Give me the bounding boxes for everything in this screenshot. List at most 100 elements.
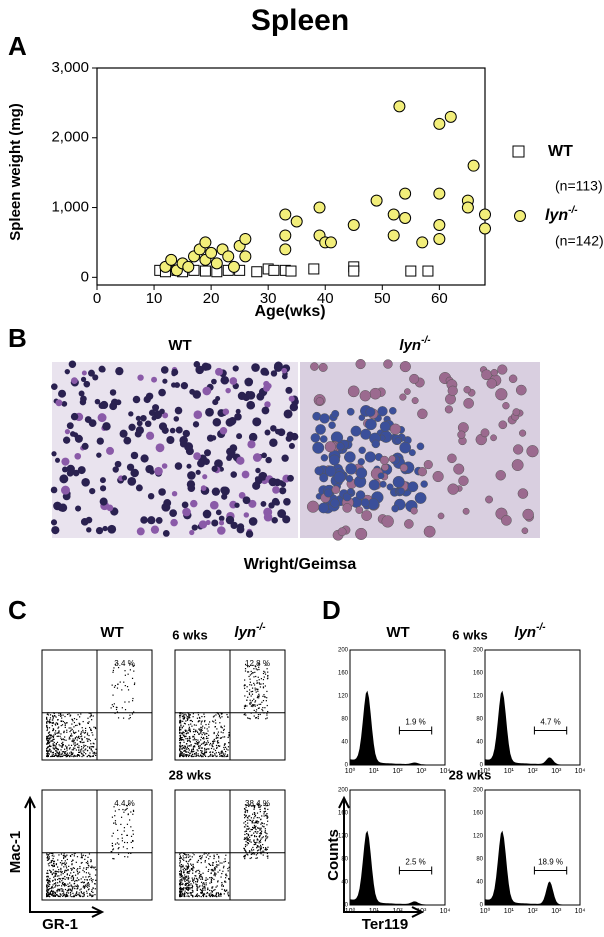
dot	[186, 854, 188, 856]
dot	[88, 865, 90, 867]
dot	[180, 750, 182, 753]
cell	[408, 449, 416, 457]
dot	[246, 690, 248, 693]
dot	[250, 853, 252, 856]
dot	[179, 736, 182, 738]
dot	[184, 755, 186, 757]
dot	[211, 754, 213, 756]
dot	[46, 884, 48, 886]
dot	[59, 880, 61, 882]
cell	[195, 365, 205, 375]
dot	[64, 752, 66, 754]
dot	[208, 893, 210, 895]
dot	[82, 869, 84, 871]
dot	[46, 739, 48, 741]
dot	[182, 877, 184, 879]
dot	[73, 855, 75, 857]
x-tick-label: 10³	[551, 768, 562, 775]
dot	[185, 883, 187, 886]
dot	[212, 862, 214, 864]
dot	[52, 894, 55, 896]
dot	[126, 842, 128, 844]
dot	[71, 868, 73, 870]
dot	[183, 750, 185, 752]
dot	[61, 717, 63, 719]
dot	[73, 883, 75, 885]
dot	[66, 858, 68, 861]
dot	[83, 744, 85, 746]
point	[433, 117, 446, 130]
dot	[49, 740, 51, 742]
dot	[61, 882, 64, 884]
dot	[202, 889, 204, 891]
cell	[151, 376, 158, 383]
dot	[254, 813, 256, 816]
dot	[185, 883, 187, 885]
dot	[48, 720, 51, 722]
dot	[211, 890, 214, 893]
x-tick-label: 10⁴	[440, 908, 451, 915]
dot	[49, 881, 51, 883]
dot	[71, 890, 73, 892]
cell	[64, 368, 70, 375]
dot	[116, 711, 119, 713]
dot	[189, 737, 191, 740]
dot	[62, 720, 65, 723]
point	[165, 253, 178, 266]
dot	[200, 736, 202, 738]
dot	[114, 685, 117, 687]
dot	[213, 715, 215, 717]
dot	[81, 855, 83, 857]
dot	[121, 689, 123, 691]
dot	[212, 755, 214, 757]
dot	[191, 868, 193, 871]
cell	[365, 407, 376, 417]
dot	[55, 747, 57, 749]
dot	[84, 736, 86, 738]
cell	[288, 395, 295, 402]
dot	[227, 749, 229, 751]
dot	[132, 810, 135, 812]
cell	[423, 525, 436, 538]
dot	[63, 883, 66, 885]
dot	[70, 872, 72, 874]
dot	[89, 712, 92, 714]
dot	[181, 739, 184, 741]
dot	[84, 886, 86, 889]
dot	[84, 730, 87, 732]
y-tick-label: 200	[473, 648, 484, 654]
dot	[185, 738, 187, 740]
dot	[61, 720, 63, 723]
dot	[71, 755, 73, 757]
dot	[219, 753, 221, 755]
dot	[199, 857, 201, 860]
cell	[281, 454, 289, 462]
dot	[208, 868, 210, 871]
x-tick-label: 0	[93, 290, 101, 307]
cell	[246, 400, 256, 410]
dot	[73, 755, 75, 757]
dot	[245, 806, 247, 808]
dot	[80, 741, 82, 744]
cell	[337, 527, 347, 537]
dot	[253, 826, 255, 828]
dot	[180, 867, 182, 869]
cell	[211, 519, 219, 527]
dot	[65, 865, 67, 867]
dot	[258, 682, 260, 684]
dot	[214, 753, 216, 755]
dot	[214, 875, 216, 877]
dot	[49, 892, 51, 894]
dot	[72, 875, 74, 877]
dot	[260, 832, 263, 834]
cell	[244, 377, 254, 387]
dot	[205, 751, 208, 753]
dot	[225, 755, 227, 758]
dot	[63, 866, 65, 868]
point	[251, 266, 263, 278]
dot	[56, 722, 59, 724]
dot	[123, 681, 125, 683]
dot	[68, 754, 70, 756]
cell	[437, 512, 445, 520]
dot	[89, 740, 91, 742]
